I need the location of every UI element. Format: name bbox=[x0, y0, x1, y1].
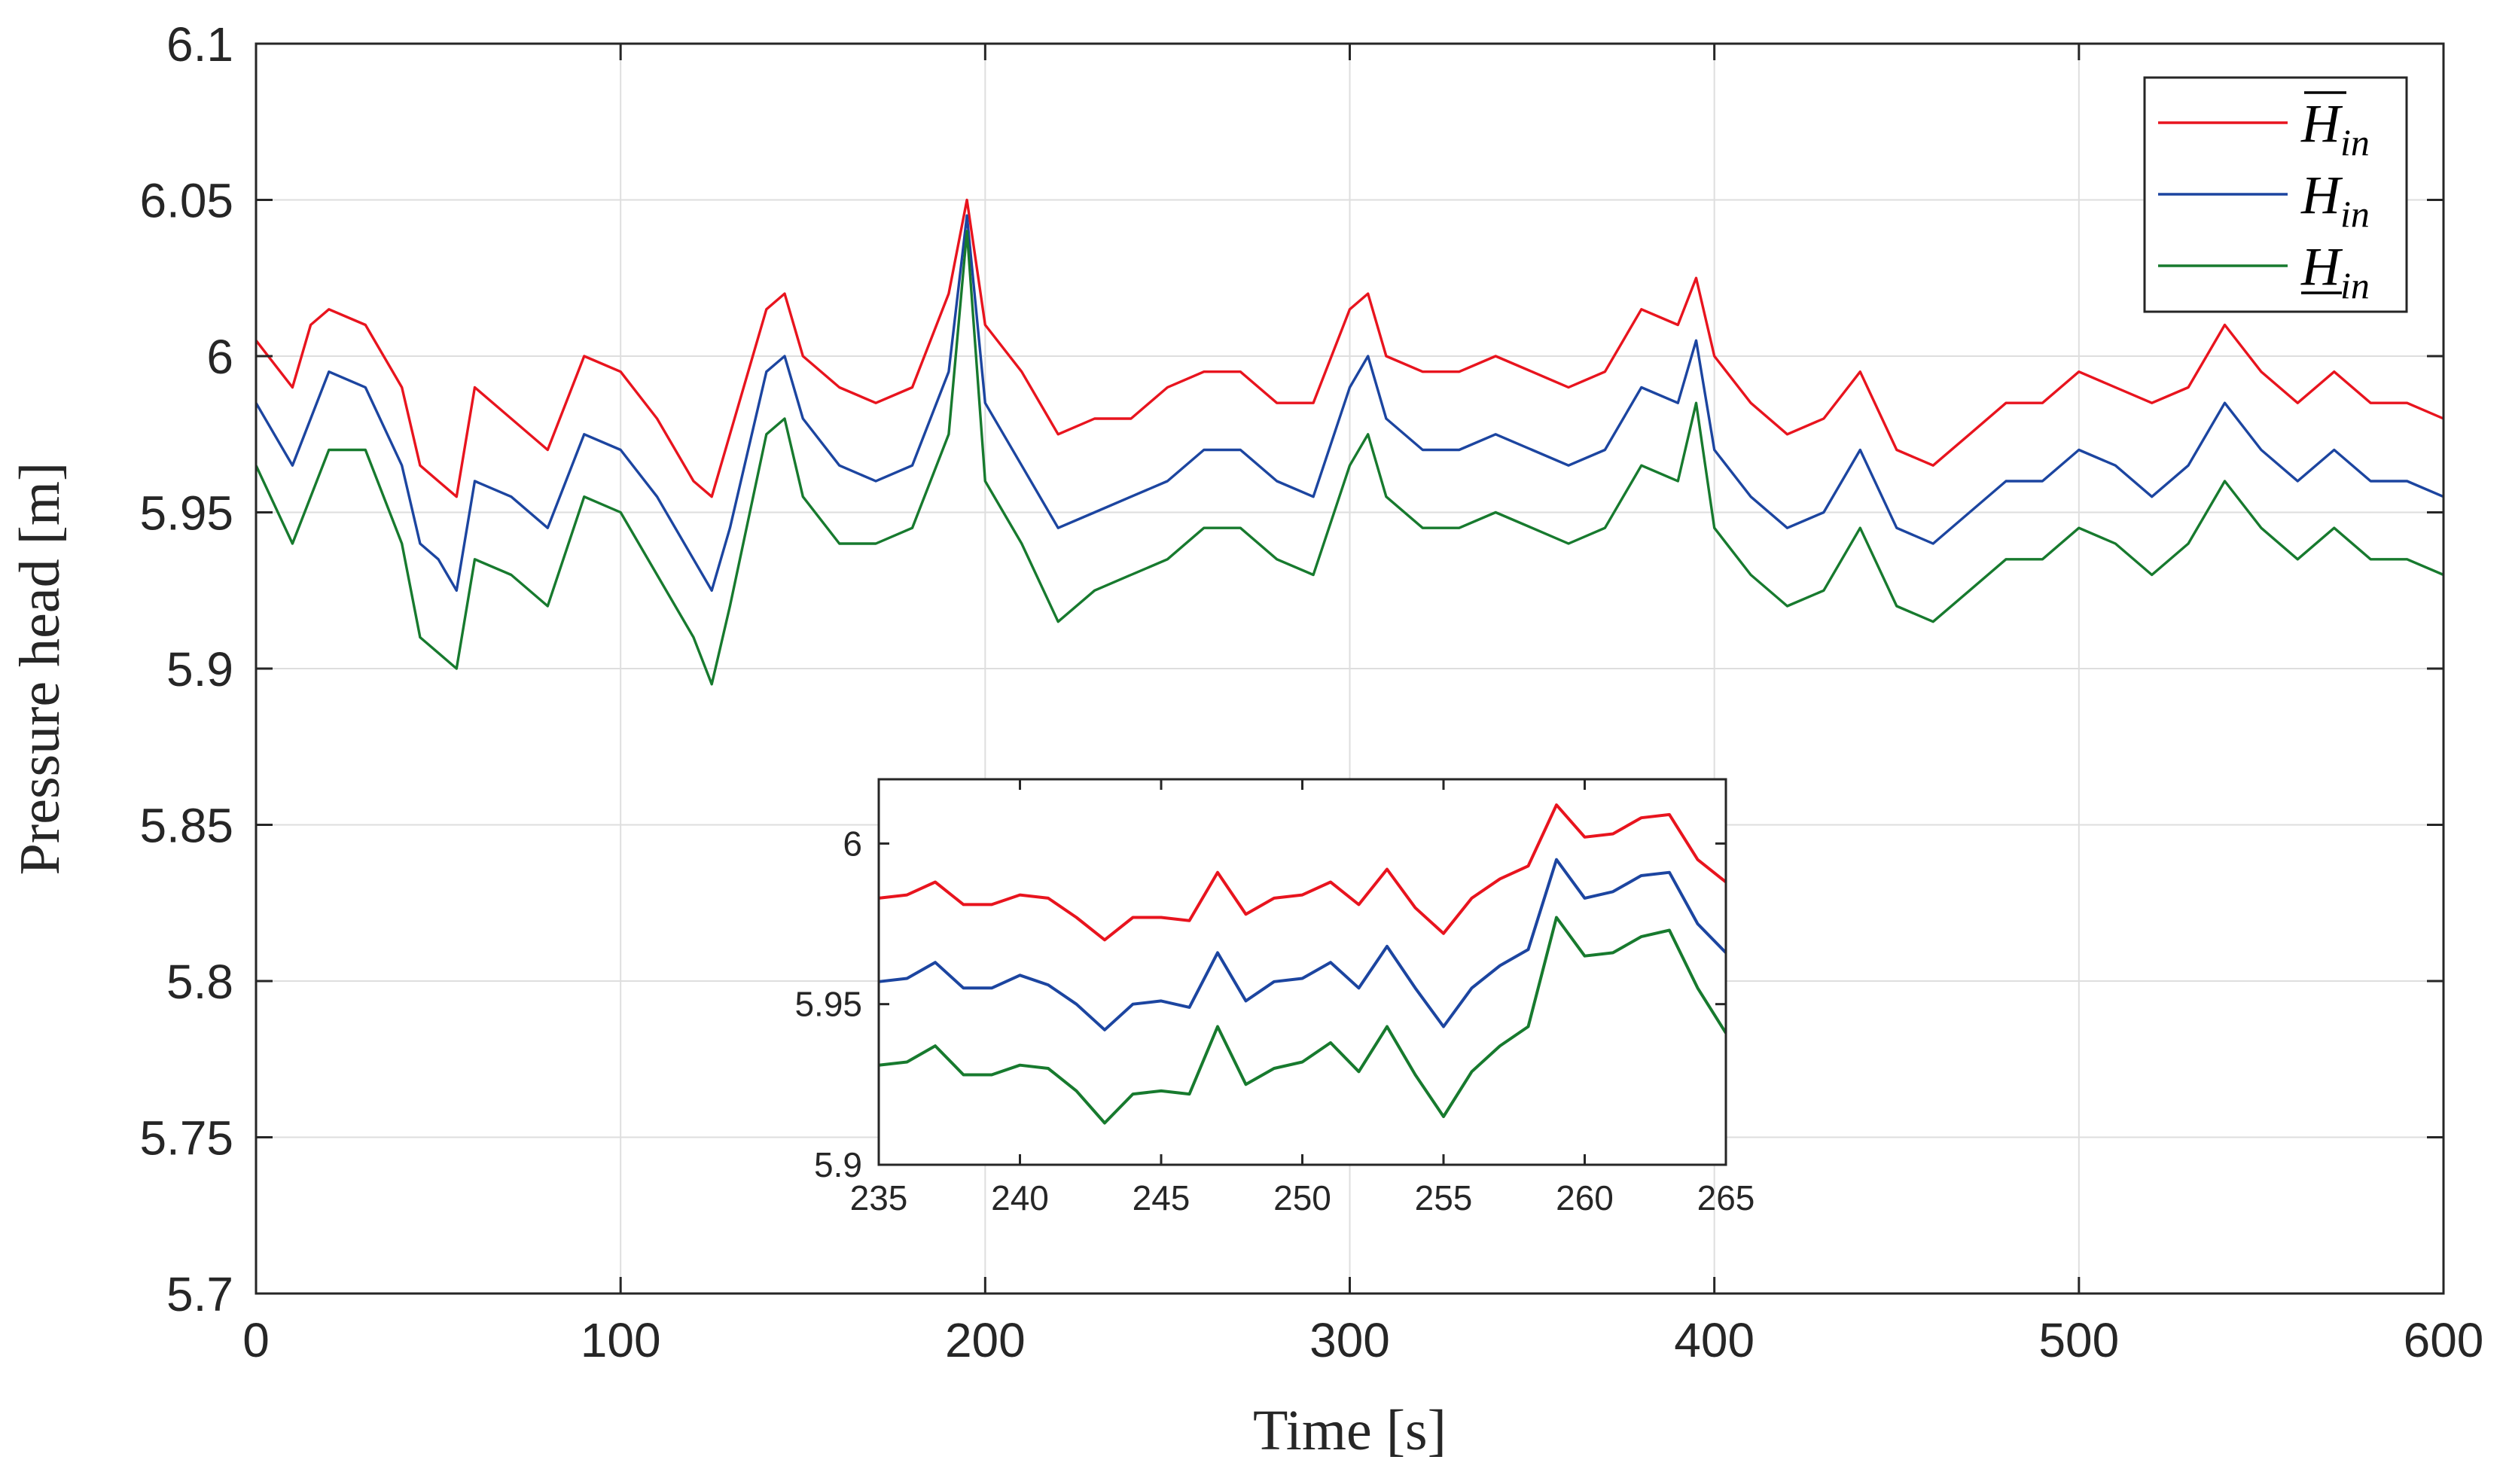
main-y-tick-label-0: 5.7 bbox=[166, 1267, 233, 1321]
inset-series-nominal-line bbox=[878, 858, 1727, 1031]
main-y-tick-label-4: 5.9 bbox=[166, 642, 233, 696]
main-y-axis: 5.7 5.75 5.8 5.85 5.9 5.95 6 6.05 6.1 bbox=[139, 17, 2444, 1321]
inset-x-tick-label-2: 245 bbox=[1133, 1178, 1191, 1217]
main-y-tick-label-6: 6 bbox=[206, 330, 233, 384]
main-y-tick-label-8: 6.1 bbox=[166, 17, 233, 72]
inset-series bbox=[878, 803, 1727, 1125]
inset-chart: 235 240 245 250 255 260 265 5.9 5.95 6 bbox=[794, 778, 1755, 1217]
main-series bbox=[255, 198, 2444, 686]
main-series-upper-line bbox=[255, 198, 2444, 498]
main-x-tick-label-3: 300 bbox=[1309, 1313, 1390, 1367]
main-x-tick-label-0: 0 bbox=[242, 1313, 270, 1367]
main-x-tick-label-5: 500 bbox=[2038, 1313, 2119, 1367]
legend-label-sub-lower: in bbox=[2340, 264, 2370, 306]
legend-label-sub-upper: in bbox=[2340, 121, 2370, 163]
main-y-tick-label-3: 5.85 bbox=[139, 799, 233, 853]
inset-x-axis: 235 240 245 250 255 260 265 bbox=[850, 779, 1755, 1217]
legend-label-sub-nominal: in bbox=[2340, 193, 2370, 235]
main-series-nominal-line bbox=[255, 214, 2444, 592]
main-x-tick-label-1: 100 bbox=[581, 1313, 661, 1367]
x-axis-label: Time [s] bbox=[1253, 1399, 1447, 1462]
inset-x-tick-label-0: 235 bbox=[850, 1178, 908, 1217]
main-y-tick-label-5: 5.95 bbox=[139, 486, 233, 541]
main-x-tick-label-6: 600 bbox=[2404, 1313, 2484, 1367]
inset-y-tick-label-2: 6 bbox=[843, 824, 862, 863]
main-grid bbox=[255, 43, 2444, 1294]
inset-y-tick-label-1: 5.95 bbox=[794, 985, 862, 1024]
inset-series-lower-line bbox=[878, 916, 1727, 1125]
inset-y-tick-label-0: 5.9 bbox=[814, 1145, 862, 1184]
inset-x-tick-label-5: 260 bbox=[1556, 1178, 1614, 1217]
inset-x-tick-label-6: 265 bbox=[1697, 1178, 1755, 1217]
main-y-tick-label-2: 5.8 bbox=[166, 955, 233, 1009]
main-y-tick-label-7: 6.05 bbox=[139, 174, 233, 228]
main-x-tick-label-4: 400 bbox=[1674, 1313, 1755, 1367]
y-axis-label: Pressure head [m] bbox=[8, 462, 72, 876]
inset-background bbox=[879, 779, 1726, 1165]
inset-x-tick-label-3: 250 bbox=[1273, 1178, 1331, 1217]
inset-x-tick-label-4: 255 bbox=[1415, 1178, 1473, 1217]
main-series-lower-line bbox=[255, 230, 2444, 686]
inset-y-axis: 5.9 5.95 6 bbox=[794, 824, 1726, 1184]
inset-x-tick-label-1: 240 bbox=[991, 1178, 1049, 1217]
main-x-tick-label-2: 200 bbox=[945, 1313, 1026, 1367]
inset-series-upper-line bbox=[878, 803, 1727, 942]
main-x-axis: 0 100 200 300 400 500 600 bbox=[242, 44, 2483, 1367]
main-y-tick-label-1: 5.75 bbox=[139, 1111, 233, 1166]
